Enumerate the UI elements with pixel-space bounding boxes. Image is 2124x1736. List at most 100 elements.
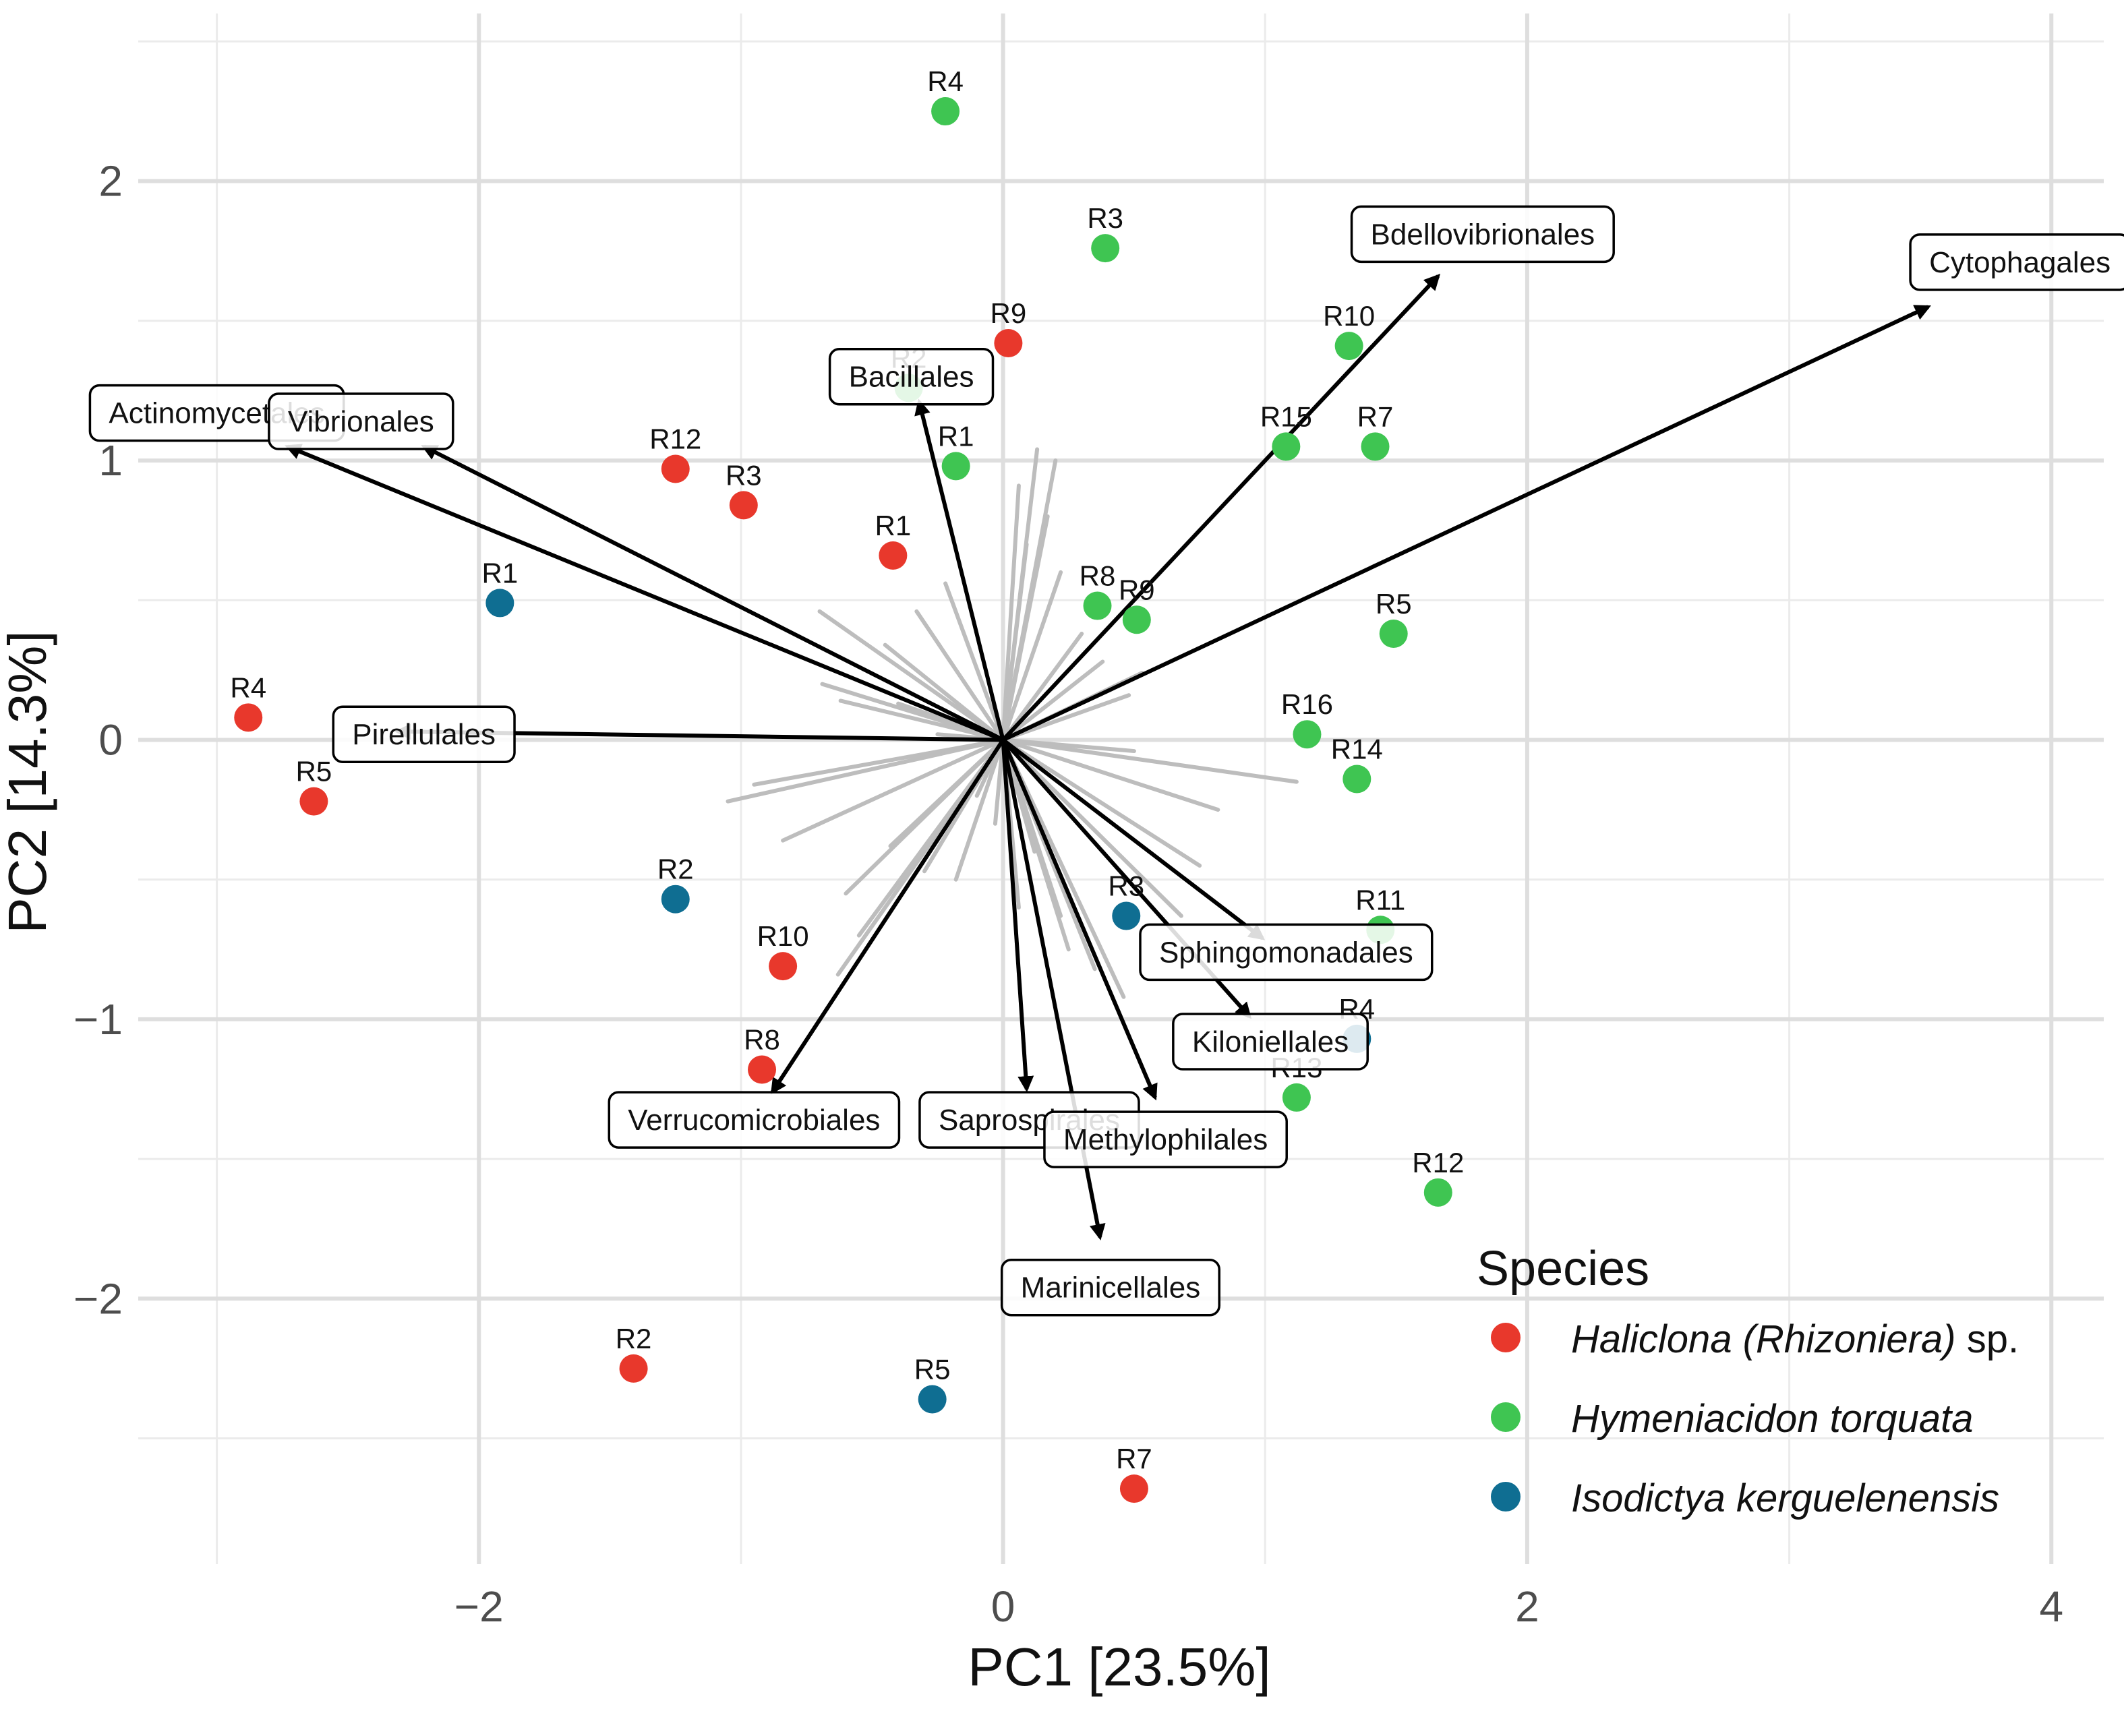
y-axis-title: PC2 [14.3%] xyxy=(0,630,57,933)
loading-arrows xyxy=(285,274,1931,1240)
legend-key-haliclona-rhizoniera xyxy=(1491,1323,1521,1352)
loading-label-cytophagales: Cytophagales xyxy=(1909,233,2124,291)
minor-loading-vector xyxy=(1001,570,1063,742)
point-2-r3 xyxy=(1112,901,1141,930)
loading-label-text: Bdellovibrionales xyxy=(1371,218,1595,251)
x-tick-label: 2 xyxy=(1515,1582,1539,1631)
minor-loading-vector xyxy=(752,738,1005,787)
loading-label-pirellulales: Pirellulales xyxy=(332,705,516,763)
legend-label-haliclona-rhizoniera: Haliclona (Rhizoniera) sp. xyxy=(1571,1317,2019,1361)
point-0-r9 xyxy=(994,329,1023,358)
loading-label-box xyxy=(332,705,516,763)
minor-loading-vector xyxy=(838,698,1005,742)
minor-loading-vector xyxy=(1001,632,1084,742)
sample-points: R1R2R3R4R5R7R8R9R10R12R1R2R3R4R5R7R8R9R1… xyxy=(230,65,1464,1503)
y-tick-label: 1 xyxy=(98,436,123,485)
point-label: R1 xyxy=(875,510,912,541)
point-0-r5 xyxy=(299,787,328,816)
point-label: R3 xyxy=(726,459,762,491)
loading-arrow-actinomycetales xyxy=(285,444,1004,742)
loading-label-box xyxy=(1909,233,2124,291)
point-label: R16 xyxy=(1281,688,1333,720)
point-2-r5 xyxy=(918,1385,947,1414)
point-label: R9 xyxy=(1119,574,1155,605)
point-label: R4 xyxy=(230,671,266,703)
point-0-r7 xyxy=(1119,1474,1148,1503)
point-label: R9 xyxy=(991,297,1027,329)
legend-key-isodictya-kerguelenensis xyxy=(1491,1482,1521,1511)
point-label: R10 xyxy=(757,920,809,952)
point-1-r10 xyxy=(1334,332,1363,361)
loading-label-bdellovibrionales: Bdellovibrionales xyxy=(1350,205,1615,264)
point-0-r10 xyxy=(769,952,798,981)
point-label: R3 xyxy=(1087,202,1123,234)
point-0-r1 xyxy=(879,541,908,570)
point-label: R12 xyxy=(649,423,701,454)
x-tick-label: 4 xyxy=(2039,1582,2063,1631)
loading-arrow-bdellovibrionales xyxy=(1001,274,1441,742)
loading-label-vibrionales: Vibrionales xyxy=(268,392,454,450)
x-axis-title: PC1 [23.5%] xyxy=(968,1637,1270,1697)
loading-label-verrucomicrobiales: Verrucomicrobiales xyxy=(608,1091,901,1149)
point-0-r12 xyxy=(661,454,690,483)
minor-loading-vector xyxy=(781,738,1005,843)
minor-loading-vector xyxy=(1001,738,1220,812)
point-label: R1 xyxy=(938,420,974,452)
loading-label-text: Verrucomicrobiales xyxy=(628,1104,880,1137)
loading-label-box xyxy=(268,392,454,450)
minor-loading-vector xyxy=(1001,659,1105,742)
loading-arrow-verrucomicrobiales xyxy=(770,738,1005,1095)
point-label: R5 xyxy=(1376,588,1412,620)
minor-loading-vector xyxy=(1001,738,1183,918)
loading-label-box xyxy=(608,1091,901,1149)
loading-label-text: Cytophagales xyxy=(1929,246,2111,279)
loading-label-box xyxy=(1139,923,1434,982)
point-1-r15 xyxy=(1272,432,1301,461)
loading-labels: CytophagalesBdellovibrionalesActinomycet… xyxy=(88,205,2124,1317)
minor-loading-vector xyxy=(953,738,1005,882)
loading-arrow-saprospirales xyxy=(1001,740,1034,1093)
point-1-r3 xyxy=(1091,234,1120,263)
loading-label-marinicellales: Marinicellales xyxy=(1000,1258,1220,1317)
minor-loading-vector xyxy=(1001,693,1131,742)
legend-label-hymeniacidon-torquata: Hymeniacidon torquata xyxy=(1571,1397,1973,1441)
point-label: R7 xyxy=(1357,400,1394,432)
point-0-r2 xyxy=(619,1354,648,1383)
loading-label-sphingomonadales: Sphingomonadales xyxy=(1139,923,1434,982)
legend-label-isodictya-kerguelenensis: Isodictya kerguelenensis xyxy=(1571,1476,1999,1520)
legend-label-suffix: sp. xyxy=(1956,1317,2019,1361)
minor-loading-vector xyxy=(914,609,1005,742)
point-label: R12 xyxy=(1412,1147,1464,1178)
point-1-r7 xyxy=(1361,432,1390,461)
minor-loading-vector xyxy=(817,609,1005,742)
point-label: R2 xyxy=(657,854,694,885)
loading-label-bacillales: Bacillales xyxy=(828,347,995,406)
point-1-r8 xyxy=(1083,591,1112,620)
point-label: R1 xyxy=(482,557,519,589)
x-tick-label: 0 xyxy=(991,1582,1015,1631)
point-label: R8 xyxy=(744,1023,780,1055)
y-tick-label: −2 xyxy=(73,1274,123,1323)
point-0-r3 xyxy=(729,491,758,520)
point-label: R10 xyxy=(1323,300,1375,332)
loading-label-kiloniellales: Kiloniellales xyxy=(1172,1013,1369,1071)
point-2-r2 xyxy=(661,885,690,914)
minor-loading-vector xyxy=(888,738,1005,848)
point-label: R5 xyxy=(914,1353,951,1385)
point-1-r5 xyxy=(1379,620,1408,648)
y-tick-label: −1 xyxy=(73,995,123,1044)
loading-arrow-methylophilales xyxy=(1001,739,1158,1101)
point-label: R11 xyxy=(1355,884,1405,916)
point-label: R7 xyxy=(1116,1443,1152,1474)
y-tick-label: 0 xyxy=(98,715,123,764)
legend-key-hymeniacidon-torquata xyxy=(1491,1402,1521,1432)
loading-label-box xyxy=(828,347,995,406)
minor-loading-vector xyxy=(943,581,1005,742)
point-1-r9 xyxy=(1122,605,1151,634)
point-label: R8 xyxy=(1080,560,1116,592)
minor-loading-vector xyxy=(856,738,1005,938)
loading-label-text: Methylophilales xyxy=(1063,1123,1268,1156)
point-1-r13 xyxy=(1282,1083,1311,1112)
point-label: R4 xyxy=(927,65,964,97)
